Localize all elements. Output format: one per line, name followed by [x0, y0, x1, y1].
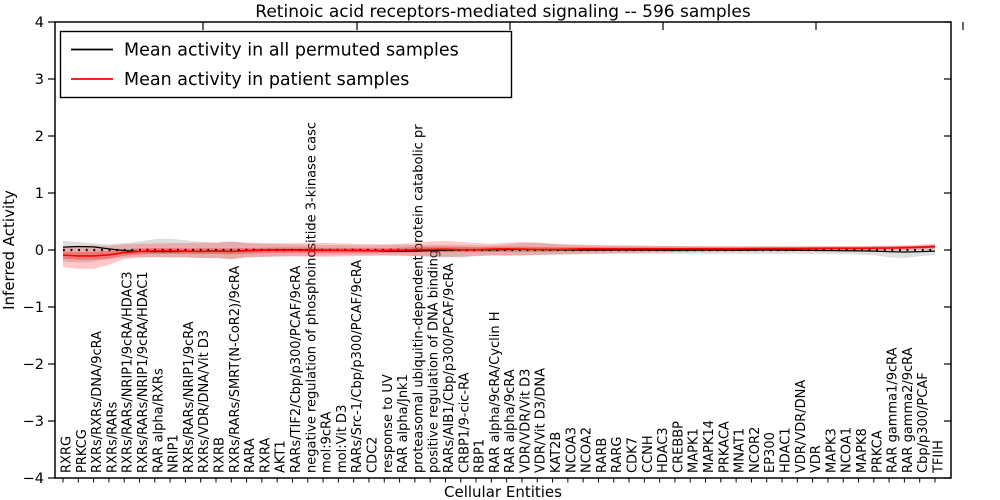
x-tick-label: mol:9cRA	[320, 411, 335, 473]
x-tick-label: RXRs/VDR/DNA/Vit D3	[197, 330, 212, 473]
x-tick-label: PRKACA	[717, 421, 732, 473]
x-tick-label: mol:Vit D3	[335, 405, 350, 473]
x-tick-label: EP300	[763, 432, 778, 473]
x-tick-label: RAR gamma1/9cRA	[886, 347, 901, 473]
confidence-bands	[63, 238, 935, 269]
plot-frame	[54, 21, 952, 479]
x-tick-label: VDR/VDR/Vit D3	[518, 369, 533, 473]
x-tick-label: negative regulation of phosphoinositide …	[304, 122, 319, 473]
y-tick-label: 4	[35, 15, 44, 31]
x-tick-label: Cbp/p300/PCAF	[916, 372, 931, 473]
x-tick-label: RAR alpha/Jnk1	[396, 374, 411, 473]
x-tick-label: CDK7	[626, 437, 641, 473]
x-tick-label: RAR alpha/9cRA/Cyclin H	[488, 312, 503, 473]
x-tick-label: NCOA1	[840, 427, 855, 473]
legend-label-patient-samples: Mean activity in patient samples	[124, 70, 409, 90]
permuted-samples-range-band	[63, 238, 935, 263]
x-tick-label: HDAC3	[656, 427, 671, 473]
x-tick-label: CCNH	[641, 435, 656, 473]
y-tick-label: 3	[35, 72, 44, 88]
x-tick-label: RARs/AIB1/Cbp/p300/PCAF/9cRA	[442, 263, 457, 473]
x-tick-label: VDR/Vit D3/DNA	[534, 368, 549, 473]
x-tick-label: CRBP1/9-cic-RA	[457, 372, 472, 473]
x-tick-label: RAR alpha/RXRs	[151, 368, 166, 473]
x-tick-label: RARB	[595, 438, 610, 473]
x-tick-label: RXRB	[212, 437, 227, 473]
x-tick-label: MAPK8	[855, 428, 870, 473]
x-tick-label: RXRs/RARs/NRIP1/9cRA/HDAC3	[121, 271, 136, 473]
x-tick-label: RXRG	[60, 436, 75, 473]
x-tick-label: RARA	[243, 438, 258, 473]
x-tick-label: RXRs/RARs/SMRT(N-CoR2)/9cRA	[228, 266, 243, 473]
x-tick-label: KAT2B	[549, 432, 564, 473]
y-tick-label: −1	[23, 300, 44, 316]
x-tick-label: TFIIH	[932, 440, 947, 474]
y-tick-label: −3	[23, 414, 44, 430]
x-tick-label: proteasomal ubiquitin-dependent protein …	[411, 124, 426, 473]
legend: Mean activity in all permuted samples Me…	[59, 30, 513, 99]
x-tick-label: NRIP1	[167, 434, 182, 473]
x-tick-label: AKT1	[274, 440, 289, 473]
y-tick-label: −4	[23, 471, 44, 487]
legend-label-permuted-samples: Mean activity in all permuted samples	[124, 41, 459, 61]
x-tick-label: CDC2	[365, 437, 380, 473]
x-tick-label: RXRs/RARs	[105, 401, 120, 473]
x-tick-label: VDR	[809, 445, 824, 473]
x-tick-label: RARs/TIF2/Cbp/p300/PCAF/9cRA	[289, 266, 304, 473]
x-tick-label: RXRs/RXRs/DNA/9cRA	[90, 331, 105, 473]
x-tick-label: NCOA2	[580, 427, 595, 473]
x-tick-label: RARs/Src-1/Cbp/p300/PCAF/9cRA	[350, 260, 365, 473]
x-tick-label: MAPK1	[687, 428, 702, 473]
Mean activity in all permuted samples-line	[62, 245, 936, 253]
x-tick-label: RXRs/RARs/NRIP1/9cRA/HDAC1	[136, 271, 151, 473]
y-axis-title: Inferred Activity	[0, 190, 18, 310]
x-tick-label: HDAC1	[779, 427, 794, 473]
x-tick-label: MNAT1	[733, 428, 748, 473]
x-tick-label: response to UV	[381, 374, 396, 473]
x-tick-label: RAR alpha/9cRA	[503, 369, 518, 473]
x-tick-label: RXRA	[258, 438, 273, 473]
x-tick-label: RXRs/RARs/NRIP1/9cRA	[182, 321, 197, 473]
x-tick-label: PRKCG	[75, 429, 90, 473]
x-axis-title: Cellular Entities	[444, 483, 562, 500]
chart-title: Retinoic acid receptors-mediated signali…	[255, 2, 751, 22]
Mean activity in patient samples-line	[62, 245, 936, 257]
y-tick-label: −2	[23, 357, 44, 373]
y-axis-ticks-and-labels: 4 3 2 1 0 −1 −2 −3 −4	[23, 15, 964, 487]
x-tick-label: VDR/VDR/DNA	[794, 380, 809, 473]
x-tick-label: RAR gamma2/9cRA	[901, 347, 916, 473]
y-tick-label: 2	[35, 129, 44, 145]
x-tick-label: CREBBP	[671, 421, 686, 473]
x-tick-label: positive regulation of DNA binding	[427, 250, 442, 473]
x-tick-label: RBP1	[473, 439, 488, 473]
x-axis-ticks-and-labels: RXRG PRKCG RXRs/RXRs/DNA/9cRA RXRs/RARs RXRs…	[60, 122, 947, 483]
data-lines	[62, 245, 936, 257]
x-tick-label: MAPK3	[824, 428, 839, 473]
x-tick-label: NCOR2	[748, 427, 763, 473]
y-tick-label: 1	[35, 186, 44, 202]
legend-box	[59, 30, 513, 99]
x-tick-label: NCOA3	[564, 427, 579, 473]
x-tick-label: PRKCA	[870, 430, 885, 473]
y-tick-label: 0	[35, 243, 44, 259]
x-tick-label: MAPK14	[702, 420, 717, 473]
patient-samples-range-outer-band	[63, 240, 935, 269]
x-tick-label: RARG	[610, 436, 625, 473]
